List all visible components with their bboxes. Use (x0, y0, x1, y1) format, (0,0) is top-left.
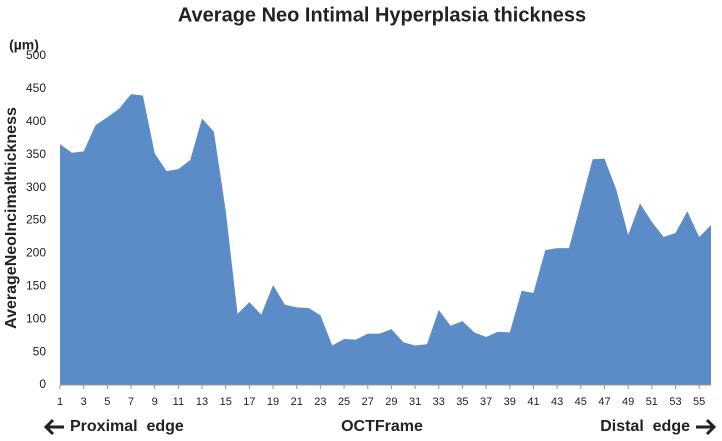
x-tick-label: 31 (409, 396, 421, 408)
x-tick-label: 9 (152, 396, 158, 408)
x-tick-label: 21 (291, 396, 303, 408)
y-tick-label: 100 (26, 311, 46, 325)
x-tick-label: 11 (173, 396, 184, 408)
y-tick-label: 200 (26, 246, 46, 260)
x-axis-label: OCTFrame (341, 418, 423, 435)
y-tick-label: 300 (26, 180, 46, 194)
x-tick-label: 15 (220, 396, 232, 408)
x-tick-label: 53 (669, 396, 681, 408)
x-tick-label: 37 (480, 396, 492, 408)
y-tick-label: 250 (26, 213, 46, 227)
x-tick-label: 35 (456, 396, 468, 408)
annotation: Distal edge (600, 418, 690, 435)
x-tick-label: 41 (527, 396, 539, 408)
x-tick-label: 3 (81, 396, 87, 408)
y-unit: (µm) (9, 37, 39, 53)
x-tick-label: 5 (104, 396, 110, 408)
x-tick-label: 49 (622, 396, 634, 408)
y-tick-label: 350 (26, 147, 46, 161)
x-tick-label: 13 (196, 396, 208, 408)
chart-title: Average Neo Intimal Hyperplasia thicknes… (178, 4, 586, 26)
x-tick-label: 7 (128, 396, 134, 408)
x-tick-label: 39 (504, 396, 516, 408)
x-tick-label: 25 (338, 396, 350, 408)
x-tick-label: 33 (433, 396, 445, 408)
y-axis-label: AverageNeoIncimalthickness (3, 107, 20, 329)
y-tick-label: 0 (39, 377, 46, 391)
annotation: Proximal edge (70, 418, 184, 435)
x-tick-label: 45 (575, 396, 587, 408)
y-tick-label: 400 (26, 114, 46, 128)
x-tick-label: 43 (551, 396, 563, 408)
x-tick-label: 55 (693, 396, 705, 408)
area (60, 94, 711, 385)
right-arrow (696, 418, 717, 436)
x-tick-label: 19 (267, 396, 279, 408)
x-tick-label: 47 (598, 396, 610, 408)
y-tick-label: 150 (26, 278, 46, 292)
x-tick-label: 27 (362, 396, 374, 408)
y-tick-label: 500 (26, 48, 46, 62)
left-arrow (43, 418, 64, 436)
x-tick-label: 1 (57, 396, 63, 408)
y-tick-label: 50 (33, 344, 47, 358)
x-tick-label: 17 (243, 396, 255, 408)
y-tick-label: 450 (26, 81, 46, 95)
x-tick-label: 51 (646, 396, 658, 408)
x-tick-label: 23 (314, 396, 326, 408)
x-tick-label: 29 (385, 396, 397, 408)
